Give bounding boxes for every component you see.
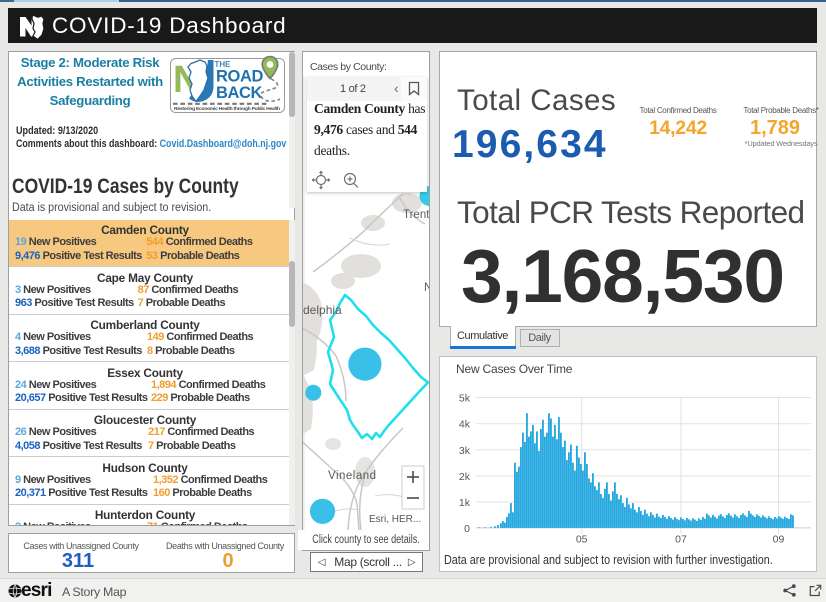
svg-text:Restoring Economic Health thro: Restoring Economic Health through Public… — [174, 106, 280, 112]
svg-text:BACK: BACK — [216, 84, 263, 102]
svg-text:THE: THE — [215, 60, 232, 69]
svg-text:05: 05 — [576, 533, 588, 545]
svg-text:delphia: delphia — [303, 303, 342, 317]
svg-text:2k: 2k — [459, 470, 471, 482]
svg-text:09: 09 — [773, 533, 785, 545]
svg-text:N: N — [424, 282, 429, 294]
svg-text:5k: 5k — [459, 392, 471, 404]
svg-text:07: 07 — [675, 533, 687, 545]
svg-text:4k: 4k — [459, 418, 471, 430]
svg-text:Trenton: Trenton — [403, 209, 429, 221]
svg-text:3k: 3k — [459, 444, 471, 456]
svg-text:ROAD: ROAD — [216, 68, 263, 86]
svg-text:Vineland: Vineland — [328, 470, 377, 482]
svg-text:0: 0 — [464, 523, 470, 535]
svg-text:Esri, HER...: Esri, HER... — [369, 514, 421, 525]
svg-text:1k: 1k — [459, 497, 471, 509]
